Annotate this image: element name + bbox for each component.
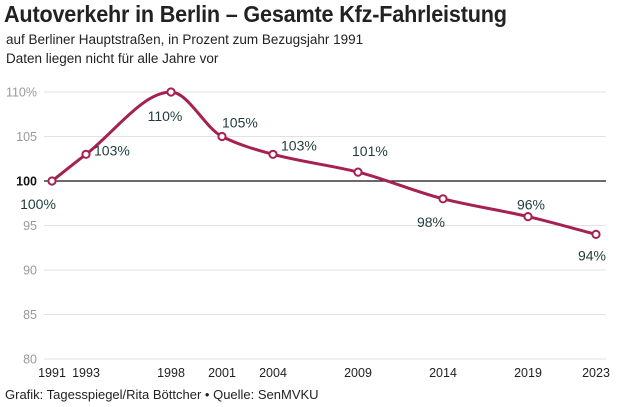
data-label: 98% xyxy=(417,214,445,230)
data-label: 110% xyxy=(148,108,183,124)
y-tick-label: 105 xyxy=(16,130,37,144)
data-label: 94% xyxy=(578,247,606,263)
data-label: 103% xyxy=(281,137,317,153)
data-label: 100% xyxy=(20,196,56,212)
data-point xyxy=(81,149,91,159)
y-tick-label: 100 xyxy=(16,175,37,189)
y-tick-label: 110% xyxy=(6,86,37,100)
data-label: 96% xyxy=(517,197,545,213)
data-label: 105% xyxy=(222,115,258,131)
x-tick-label: 2019 xyxy=(514,366,542,380)
x-tick-label: 2001 xyxy=(208,366,236,380)
series-line xyxy=(50,90,598,236)
data-point xyxy=(166,87,176,97)
data-label: 103% xyxy=(94,142,130,158)
data-point xyxy=(217,131,227,142)
y-tick-label: 80 xyxy=(23,353,37,367)
y-tick-label: 95 xyxy=(23,219,37,233)
data-point xyxy=(353,167,363,177)
chart-note: Daten liegen nicht für alle Jahre vor xyxy=(6,51,219,66)
chart-source: Grafik: Tagesspiegel/Rita Böttcher • Que… xyxy=(5,387,319,402)
x-tick-label: 2023 xyxy=(582,366,610,380)
data-point xyxy=(268,149,278,159)
data-label: 101% xyxy=(352,143,388,159)
x-tick-label: 2014 xyxy=(429,366,457,380)
chart-subtitle: auf Berliner Hauptstraßen, in Prozent zu… xyxy=(6,32,364,47)
data-point xyxy=(523,212,533,222)
x-tick-label: 2004 xyxy=(259,366,287,380)
y-tick-label: 90 xyxy=(23,264,37,278)
x-tick-label: 1998 xyxy=(157,366,185,380)
data-point xyxy=(438,194,448,204)
x-tick-label: 2009 xyxy=(344,366,372,380)
x-tick-label: 1993 xyxy=(72,366,100,380)
chart-title: Autoverkehr in Berlin – Gesamte Kfz-Fahr… xyxy=(4,1,507,27)
y-tick-label: 85 xyxy=(23,308,37,322)
data-point xyxy=(591,229,601,239)
data-point xyxy=(47,176,57,186)
x-tick-label: 1991 xyxy=(38,366,66,380)
